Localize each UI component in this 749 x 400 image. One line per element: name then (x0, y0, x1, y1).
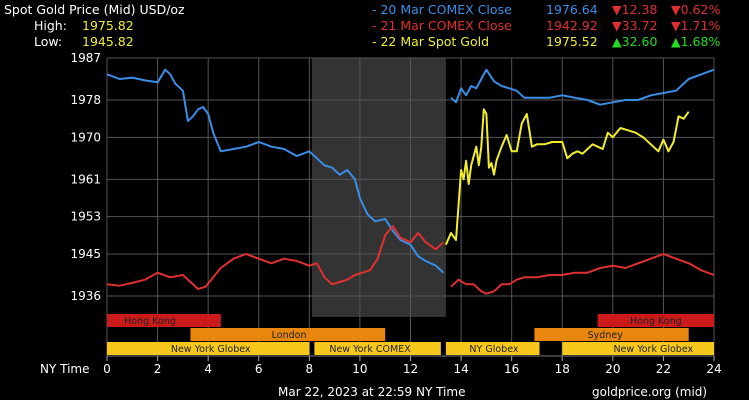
x-tick-label: 4 (204, 362, 212, 376)
session-label: NY Globex (469, 344, 518, 355)
x-tick-label: 18 (555, 362, 570, 376)
x-tick-label: 12 (403, 362, 418, 376)
x-tick-label: 10 (352, 362, 367, 376)
y-tick-label: 1953 (70, 210, 101, 224)
x-axis-label: NY Time (40, 362, 90, 376)
x-tick-label: 22 (656, 362, 671, 376)
low-label: Low: (34, 34, 63, 49)
highlight-band (311, 58, 446, 317)
x-tick-label: 24 (706, 362, 721, 376)
legend-price-20mar: 1976.64 (546, 2, 598, 17)
legend-pct-22mar: ▲1.68% (671, 34, 721, 49)
legend-price-22mar: 1975.52 (546, 34, 598, 49)
session-bar-new-york-globex (107, 342, 310, 355)
legend-pct-21mar: ▼1.71% (671, 18, 721, 33)
session-label: Hong Kong (630, 316, 682, 327)
x-tick-label: 16 (504, 362, 519, 376)
y-tick-label: 1961 (70, 172, 101, 186)
x-tick-label: 8 (306, 362, 314, 376)
chart-title: Spot Gold Price (Mid) USD/oz (4, 2, 185, 17)
x-tick-label: 2 (154, 362, 162, 376)
footer-source: goldprice.org (mid) (592, 385, 708, 399)
x-tick-label: 14 (453, 362, 468, 376)
session-bar-sydney (534, 328, 689, 341)
session-bar-new-york-comex (314, 342, 441, 355)
x-tick-label: 0 (103, 362, 111, 376)
legend-label-21mar: - 21 Mar COMEX Close (372, 18, 512, 33)
legend-change-21mar: ▼33.72 (612, 18, 658, 33)
series-line-21mar (106, 225, 715, 295)
series-line-20mar (106, 68, 715, 274)
session-label: London (272, 330, 307, 341)
footer-timestamp: Mar 22, 2023 at 22:59 NY Time (278, 385, 466, 399)
y-tick-label: 1978 (70, 93, 101, 107)
session-bar-hong-kong (597, 314, 714, 327)
legend-change-20mar: ▼12.38 (612, 2, 658, 17)
legend-label-20mar: - 20 Mar COMEX Close (372, 2, 512, 17)
legend-change-22mar: ▲32.60 (612, 34, 658, 49)
y-tick-label: 1945 (70, 247, 101, 261)
session-label: Hong Kong (124, 316, 176, 327)
y-tick-label: 1936 (70, 289, 101, 303)
series-line-22mar (444, 108, 690, 246)
legend-pct-20mar: ▼0.62% (671, 2, 721, 17)
session-label: New York Globex (613, 344, 693, 355)
high-value: 1975.82 (82, 18, 134, 33)
y-tick-label: 1970 (70, 130, 101, 144)
session-label: New York Globex (171, 344, 251, 355)
low-value: 1945.82 (82, 34, 134, 49)
session-bar-hong-kong (107, 314, 221, 327)
session-bar-ny-globex (445, 342, 540, 355)
x-tick-label: 20 (605, 362, 620, 376)
high-label: High: (34, 18, 67, 33)
session-bar-new-york-globex (562, 342, 714, 355)
x-tick-label: 6 (255, 362, 263, 376)
session-bar-london (190, 328, 386, 341)
legend-price-21mar: 1942.92 (546, 18, 598, 33)
session-label: New York COMEX (329, 344, 411, 355)
legend-label-22mar: - 22 Mar Spot Gold (372, 34, 490, 49)
y-tick-label: 1987 (70, 51, 101, 65)
session-label: Sydney (588, 330, 624, 341)
